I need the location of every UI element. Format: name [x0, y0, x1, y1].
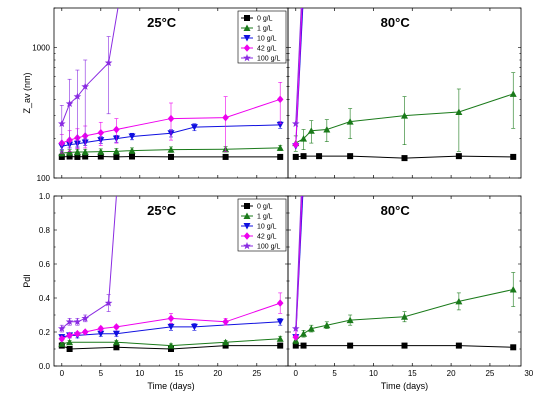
series-line	[62, 8, 118, 124]
legend-label: 10 g/L	[257, 224, 277, 231]
data-point	[277, 96, 284, 104]
data-point	[402, 155, 408, 161]
data-point	[277, 154, 283, 160]
y-tick-label: 100	[37, 174, 51, 183]
legend-label: 0 g/L	[257, 16, 273, 23]
data-point	[292, 120, 300, 127]
data-point	[129, 154, 135, 160]
data-point	[293, 154, 299, 160]
series-42-g-l	[59, 82, 284, 153]
plot-frame	[288, 8, 521, 178]
y-tick-label: 0.4	[39, 294, 51, 303]
legend-label: 0 g/L	[257, 204, 273, 211]
series-1-g-l	[58, 335, 283, 348]
series-0-g-l	[293, 343, 516, 351]
data-point	[277, 299, 284, 307]
legend-label: 10 g/L	[257, 36, 277, 43]
legend: 0 g/L 1 g/L 10 g/L 42 g/L 100 g/L	[238, 199, 286, 251]
legend-marker	[244, 203, 250, 209]
x-tick-label: 5	[99, 369, 104, 378]
x-axis-label: Time (days)	[381, 381, 428, 391]
y-tick-label: 1000	[32, 43, 50, 52]
y-tick-label: 0.2	[39, 328, 51, 337]
series-0-g-l	[293, 153, 516, 161]
data-point	[277, 343, 283, 349]
x-tick-label: 20	[447, 369, 456, 378]
series-0-g-l	[59, 154, 283, 160]
x-tick-label: 20	[213, 369, 222, 378]
data-point	[456, 343, 462, 349]
series-42-g-l	[59, 293, 284, 343]
legend-label: 42 g/L	[257, 234, 277, 241]
data-point	[347, 153, 353, 159]
x-tick-label: 5	[332, 369, 337, 378]
series-1-g-l	[292, 73, 516, 152]
data-point	[301, 153, 307, 159]
data-point	[222, 114, 229, 122]
x-tick-label: 25	[252, 369, 261, 378]
data-point	[456, 153, 462, 159]
x-tick-label: 10	[369, 369, 378, 378]
x-tick-label: 10	[135, 369, 144, 378]
y-tick-label: 0.0	[39, 362, 51, 371]
series-layer	[292, 196, 517, 350]
data-point	[74, 330, 81, 338]
data-point	[168, 154, 174, 160]
data-point	[113, 154, 119, 160]
panel-label: 80°C	[381, 15, 411, 30]
x-tick-label: 30	[524, 369, 533, 378]
series-1-g-l	[292, 273, 516, 344]
data-point	[402, 343, 408, 349]
y-tick-label: 0.6	[39, 260, 51, 269]
y-tick-label: 0.8	[39, 226, 51, 235]
legend-label: 100 g/L	[257, 56, 280, 63]
series-layer	[292, 8, 517, 161]
x-tick-label: 25	[485, 369, 494, 378]
data-point	[347, 343, 353, 349]
x-axis-label: Time (days)	[147, 381, 194, 391]
legend: 0 g/L 1 g/L 10 g/L 42 g/L 100 g/L	[238, 11, 286, 63]
data-point	[113, 323, 120, 331]
y-tick-label: 1.0	[39, 192, 51, 201]
series-line	[296, 196, 301, 329]
data-point	[98, 129, 105, 137]
data-point	[510, 344, 516, 350]
legend-label: 100 g/L	[257, 244, 280, 251]
data-point	[168, 315, 175, 323]
legend-label: 42 g/L	[257, 46, 277, 53]
legend-marker	[244, 15, 250, 21]
data-point	[113, 126, 120, 134]
legend-label: 1 g/L	[257, 26, 273, 33]
panel-label: 25°C	[147, 15, 177, 30]
series-line	[62, 196, 117, 329]
series-100-g-l	[58, 8, 118, 151]
panel-pdi_80: 0 5 10 15 20 25 30 Time (days) 80°C 0 g/L 1 g/L 10 …	[238, 196, 534, 391]
x-tick-label: 15	[408, 369, 417, 378]
panel-label: 25°C	[147, 203, 177, 218]
legend-label: 1 g/L	[257, 214, 273, 221]
plot-frame	[288, 196, 521, 366]
y-axis-label: PdI	[22, 274, 32, 288]
data-point	[223, 154, 229, 160]
x-tick-label: 0	[294, 369, 299, 378]
data-point	[67, 346, 73, 352]
y-axis-label: Z_av (nm)	[22, 72, 32, 113]
panel-label: 80°C	[381, 203, 411, 218]
data-point	[316, 153, 322, 159]
x-tick-label: 0	[60, 369, 65, 378]
data-point	[510, 154, 516, 160]
data-point	[510, 90, 517, 97]
data-point	[168, 115, 175, 123]
x-tick-label: 15	[174, 369, 183, 378]
data-point	[301, 343, 307, 349]
series-100-g-l	[58, 196, 116, 332]
data-point	[510, 286, 517, 293]
data-point	[300, 330, 307, 337]
series-line	[296, 8, 301, 124]
